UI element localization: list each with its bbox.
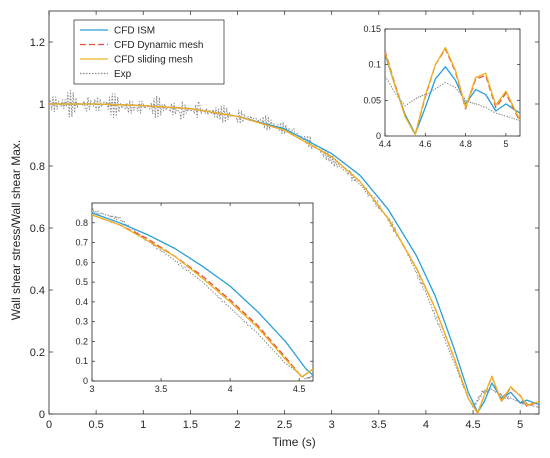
main-x-tick-label: 3.5: [371, 419, 386, 431]
legend: CFD ISM CFD Dynamic mesh CFD sliding mesh E…: [73, 19, 225, 85]
main-x-tick-label: 5: [517, 419, 523, 431]
inset-bottom-series-cfd-sliding-mesh: [92, 214, 313, 378]
legend-item-label: CFD ISM: [114, 26, 155, 37]
inset-bottom-y-tick-label: 0.8: [75, 218, 88, 228]
main-x-tick-label: 2: [234, 419, 240, 431]
main-x-tick-label: 0: [46, 419, 52, 431]
inset-bottom-y-tick-label: 0.1: [75, 356, 88, 366]
main-series-cfd-sliding-mesh: [49, 103, 539, 414]
main-y-tick-label: 1.2: [30, 37, 45, 49]
main-x-tick-label: 1: [140, 419, 146, 431]
main-y-tick-label: 0.8: [30, 161, 45, 173]
inset-top-series-cfd-ism: [385, 53, 520, 135]
main-x-tick-label: 0.5: [88, 419, 103, 431]
inset-top-y-tick-label: 0: [376, 131, 381, 141]
inset-top-frame: [384, 28, 521, 137]
legend-item-label: CFD Dynamic mesh: [114, 40, 203, 51]
main-y-tick-label: 0: [39, 409, 45, 421]
main-y-tick-label: 0.2: [30, 347, 45, 359]
inset-bottom-y-tick-label: 0.7: [75, 238, 88, 248]
inset-bottom-y-tick-label: 0.5: [75, 277, 88, 287]
main-x-tick-label: 3: [329, 419, 335, 431]
main-x-tick-label: 1.5: [183, 419, 198, 431]
inset-top-y-tick-label: 0.1: [368, 60, 381, 70]
main-x-tick-label: 4.5: [465, 419, 480, 431]
legend-item-label: CFD sliding mesh: [114, 55, 193, 66]
main-series-exp: [49, 90, 539, 409]
inset-top-x-tick-label: 4.4: [379, 139, 392, 149]
main-y-tick-label: 0.6: [30, 223, 45, 235]
inset-top-y-tick-label: 0.15: [363, 24, 381, 34]
inset-top-x-tick-label: 4.6: [419, 139, 432, 149]
inset-bottom-series-exp: [92, 208, 313, 380]
inset-bottom-x-tick-label: 3.5: [155, 384, 168, 394]
inset-bottom-left: 3 3.5 4 4.5 0 0.1 0.2 0.3 0.4 0.5 0.6 0.7 0.8: [75, 202, 314, 394]
inset-top-series-cfd-sliding-mesh: [385, 46, 520, 136]
inset-top-x-tick-label: 4.8: [459, 139, 472, 149]
inset-bottom-series-cfd-ism: [92, 212, 313, 376]
legend-item-label: Exp: [114, 69, 132, 80]
y-axis-label: Wall shear stress/Wall shear Max.: [9, 140, 23, 321]
inset-bottom-x-tick-label: 4: [228, 384, 233, 394]
inset-bottom-y-tick-label: 0.6: [75, 257, 88, 267]
inset-bottom-y-tick-label: 0.4: [75, 297, 88, 307]
inset-top-x-tick-label: 5: [503, 139, 508, 149]
inset-bottom-y-tick-label: 0: [83, 376, 88, 386]
main-y-tick-label: 0.4: [30, 285, 45, 297]
inset-top-series-exp: [385, 75, 520, 121]
inset-bottom-frame: [91, 202, 314, 382]
inset-top-y-tick-label: 0.05: [363, 95, 381, 105]
inset-bottom-x-tick-label: 4.5: [293, 384, 306, 394]
inset-bottom-y-tick-label: 0.2: [75, 336, 88, 346]
main-y-tick-label: 1: [39, 99, 45, 111]
inset-top-right: 4.4 4.6 4.8 5 0 0.05 0.1 0.15: [363, 24, 521, 149]
inset-bottom-x-tick-label: 3: [89, 384, 94, 394]
inset-bottom-y-tick-label: 0.3: [75, 317, 88, 327]
main-x-tick-label: 2.5: [277, 419, 292, 431]
main-x-tick-label: 4: [423, 419, 429, 431]
x-axis-label: Time (s): [272, 435, 316, 449]
